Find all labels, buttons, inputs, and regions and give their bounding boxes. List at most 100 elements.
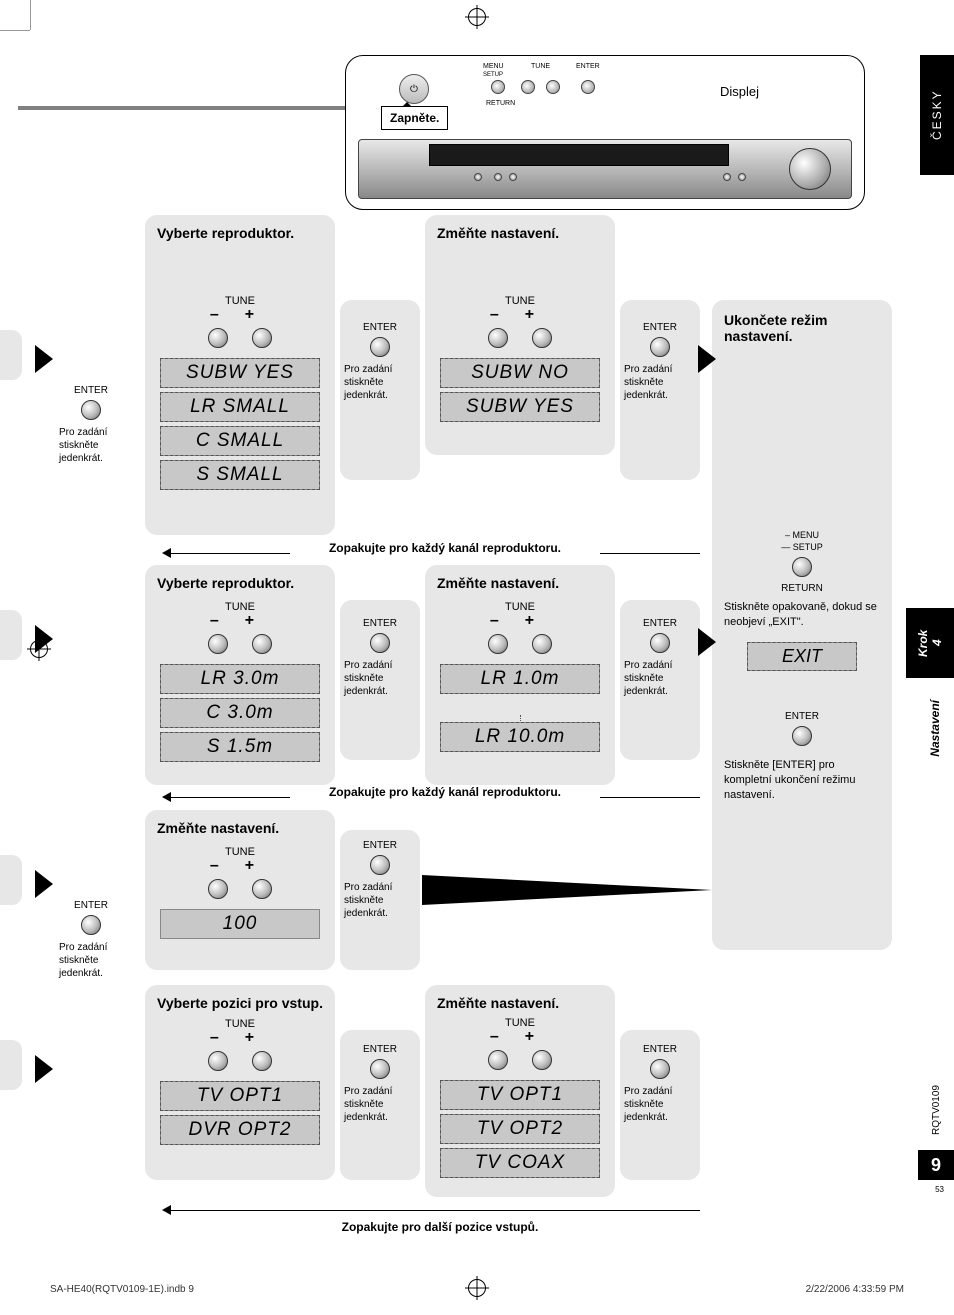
select-speaker-box: Vyberte reproduktor. TUNE –+ LR 3.0m C 3… (145, 565, 335, 785)
tune-minus-knob-icon (208, 879, 228, 899)
tune-block: TUNE –+ (145, 846, 335, 899)
box-title: Změňte nastavení. (425, 565, 615, 595)
enter-knob-icon (81, 400, 101, 420)
display-value: TV OPT2 (440, 1114, 600, 1144)
repeat-line (170, 1210, 700, 1211)
box-title: Vyberte reproduktor. (145, 215, 335, 245)
repeat-text: Zopakujte pro další pozice vstupů. (300, 1220, 580, 1234)
page-number: 9 (918, 1150, 954, 1180)
tune-plus-knob-icon (252, 879, 272, 899)
enter-block: ENTER Pro zadání stiskněte jedenkrát. (55, 900, 127, 980)
small-knob-icon (509, 173, 517, 181)
box-title: Změňte nastavení. (145, 810, 335, 840)
flow-diagram: Ukončete režim nastavení. – MENU — SETUP… (0, 215, 890, 1215)
tune-plusminus: –+ (155, 1032, 335, 1045)
volume-knob-icon (789, 148, 831, 190)
arrow-right-icon (35, 870, 53, 898)
flow-row-4: Vyberte pozici pro vstup. TUNE –+ TV OPT… (0, 985, 890, 1185)
enter-label: ENTER (340, 840, 420, 851)
flow-stub (0, 330, 22, 380)
box-title: Vyberte pozici pro vstup. (145, 985, 335, 1016)
tune-label: TUNE (145, 1018, 335, 1030)
tune-minus-knob-icon (208, 328, 228, 348)
enter-caption: Pro zadání stiskněte jedenkrát. (340, 881, 420, 920)
display-value: LR SMALL (160, 392, 320, 422)
enter-caption: Pro zadání stiskněte jedenkrát. (340, 1085, 420, 1124)
crop-mark (0, 30, 30, 31)
enter-label: ENTER (340, 1044, 420, 1055)
language-tab: ČESKY (920, 55, 954, 175)
tune-plus-knob-icon (252, 1051, 272, 1071)
crop-mark (30, 0, 31, 30)
display-value: C SMALL (160, 426, 320, 456)
enter-label: ENTER (620, 322, 700, 333)
long-arrow-icon (422, 860, 712, 920)
tune-block: TUNE –+ (145, 295, 335, 348)
enter-knob-icon (650, 337, 670, 357)
enter-caption: Pro zadání stiskněte jedenkrát. (620, 1085, 700, 1124)
arrow-left-icon (162, 792, 171, 802)
flow-stub (0, 1040, 22, 1090)
tune-block: TUNE –+ (425, 601, 615, 654)
setup-button-icon (491, 80, 505, 94)
enter-knob-icon (650, 633, 670, 653)
arrow-left-icon (162, 1205, 171, 1215)
enter-label: ENTER (620, 618, 700, 629)
display-value: S 1.5m (160, 732, 320, 762)
step-tab: Krok 4 (906, 608, 954, 678)
footer-left: SA-HE40(RQTV0109-1E).indb 9 (50, 1284, 194, 1295)
tune-plusminus: –+ (155, 615, 335, 628)
enter-knob-icon (650, 1059, 670, 1079)
enter-label: ENTER (620, 1044, 700, 1055)
enter-knob-icon (370, 855, 390, 875)
device-display-panel (429, 144, 729, 166)
enter-caption: Pro zadání stiskněte jedenkrát. (620, 363, 700, 402)
enter-knob-icon (370, 1059, 390, 1079)
tune-plusminus: –+ (155, 309, 335, 322)
enter-box: ENTER Pro zadání stiskněte jedenkrát. (620, 300, 700, 480)
device-body (358, 139, 852, 199)
display-value: 100 (160, 909, 320, 939)
enter-knob-icon (81, 915, 101, 935)
box-title: Změňte nastavení. (425, 215, 615, 245)
small-knob-icon (738, 173, 746, 181)
power-on-callout: Zapněte. (381, 106, 448, 130)
box-title: Vyberte reproduktor. (145, 565, 335, 595)
tune-minus-knob-icon (488, 328, 508, 348)
enter-box: ENTER Pro zadání stiskněte jedenkrát. (340, 830, 420, 970)
setup-label: SETUP (483, 72, 503, 78)
tune-plusminus: –+ (435, 615, 615, 628)
tune-block: TUNE –+ (145, 601, 335, 654)
display-value: TV COAX (440, 1148, 600, 1178)
enter-box: ENTER Pro zadání stiskněte jedenkrát. (620, 600, 700, 760)
select-speaker-box: Vyberte reproduktor. TUNE –+ SUBW YES LR… (145, 215, 335, 535)
enter-label: ENTER (55, 900, 127, 911)
menu-label: MENU (483, 63, 504, 70)
flow-row-1: ENTER Pro zadání stiskněte jedenkrát. Vy… (0, 215, 890, 545)
tune-plus-knob-icon (252, 634, 272, 654)
select-input-box: Vyberte pozici pro vstup. TUNE –+ TV OPT… (145, 985, 335, 1180)
return-label: RETURN (486, 100, 515, 107)
enter-caption: Pro zadání stiskněte jedenkrát. (55, 426, 127, 465)
change-setting-box: Změňte nastavení. TUNE –+ TV OPT1 TV OPT… (425, 985, 615, 1197)
tune-plus-icon (546, 80, 560, 94)
enter-caption: Pro zadání stiskněte jedenkrát. (55, 941, 127, 980)
enter-box: ENTER Pro zadání stiskněte jedenkrát. (340, 300, 420, 480)
enter-box: ENTER Pro zadání stiskněte jedenkrát. (620, 1030, 700, 1180)
arrow-right-icon (35, 1055, 53, 1083)
display-value: SUBW YES (160, 358, 320, 388)
enter-label: ENTER (340, 322, 420, 333)
flow-stub (0, 610, 22, 660)
display-value: DVR OPT2 (160, 1115, 320, 1145)
arrow-right-icon (35, 625, 53, 653)
enter-label: ENTER (55, 385, 127, 396)
display-value: LR 10.0m (440, 722, 600, 752)
section-label: Nastavení (928, 700, 942, 757)
arrow-right-icon (698, 628, 716, 656)
tune-plusminus: –+ (435, 309, 615, 322)
flow-row-2: Vyberte reproduktor. TUNE –+ LR 3.0m C 3… (0, 565, 890, 810)
enter-caption: Pro zadání stiskněte jedenkrát. (620, 659, 700, 698)
tune-plusminus: –+ (435, 1031, 615, 1044)
device-illustration: ⏻ MENU SETUP TUNE ENTER RETURN Displej Z… (345, 55, 865, 210)
enter-caption: Pro zadání stiskněte jedenkrát. (340, 659, 420, 698)
